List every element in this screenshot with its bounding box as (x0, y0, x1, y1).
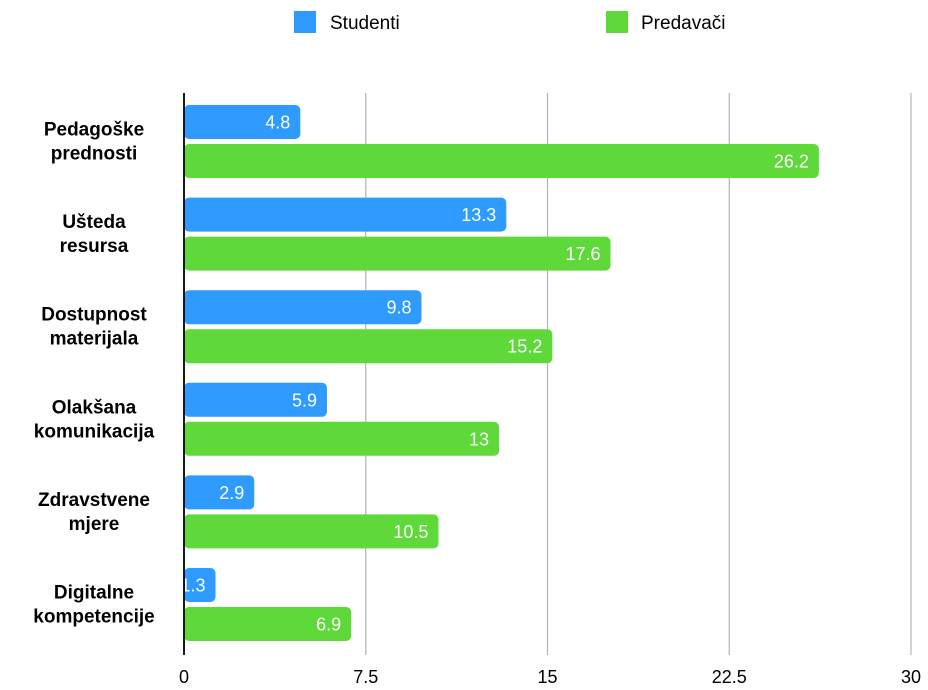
legend-label-1: Predavači (641, 13, 726, 34)
bar-0-2 (184, 290, 422, 325)
bar-1-4 (184, 514, 439, 549)
bar-label-1-1: 17.6 (565, 244, 600, 264)
category-label-2: Dostupnost materijala (41, 305, 147, 350)
legend-swatch-1 (606, 11, 628, 33)
legend-swatch-0 (294, 11, 316, 33)
bar-0-0 (184, 105, 301, 139)
bar-1-2 (184, 329, 553, 364)
bar-0-4 (184, 475, 255, 510)
bar-1-5 (184, 607, 352, 641)
bar-1-3 (184, 421, 500, 456)
bar-label-1-3: 13 (469, 429, 489, 449)
bar-label-0-3: 5.9 (292, 390, 317, 410)
bar-label-0-1: 13.3 (461, 205, 496, 225)
gridlines (365, 93, 912, 655)
category-labels: Pedagoške prednosti Ušteda resursa Dostupnos… (33, 120, 154, 628)
category-label-1: Ušteda resursa (60, 212, 129, 257)
category-label-5: Digitalne kompetencije (33, 583, 154, 628)
category-label-4: Zdravstvene mjere (38, 490, 150, 535)
x-tick-label-2: 15 (537, 667, 557, 687)
x-axis-ticks: 0 7.5 15 22.5 30 (179, 667, 921, 687)
bar-1-1 (184, 236, 611, 271)
bar-label-0-5: 1.3 (180, 576, 205, 596)
legend-label-0: Studenti (330, 13, 400, 34)
bar-label-0-2: 9.8 (386, 298, 411, 318)
x-tick-label-1: 7.5 (353, 667, 378, 687)
x-tick-label-3: 22.5 (712, 667, 747, 687)
bar-label-0-0: 4.8 (265, 113, 290, 133)
bar-label-1-2: 15.2 (507, 337, 542, 357)
bar-1-0 (184, 144, 819, 178)
x-tick-label-0: 0 (179, 667, 189, 687)
bar-label-1-4: 10.5 (393, 522, 428, 542)
bar-0-3 (184, 382, 327, 417)
bar-0-1 (184, 197, 507, 232)
bars: 4.8 26.2 13.3 17.6 9.8 15.2 5.9 13 2.9 10.5 1.3 6.9 (180, 93, 819, 655)
x-tick-label-4: 30 (901, 667, 921, 687)
bar-label-1-5: 6.9 (316, 615, 341, 635)
bar-label-0-4: 2.9 (219, 483, 244, 503)
category-label-3: Olakšana komunikacija (34, 397, 155, 442)
legend: Studenti Predavači (294, 11, 726, 34)
bar-label-1-0: 26.2 (774, 152, 809, 172)
bar-0-5 (184, 568, 216, 602)
category-label-0: Pedagoške prednosti (44, 120, 144, 165)
